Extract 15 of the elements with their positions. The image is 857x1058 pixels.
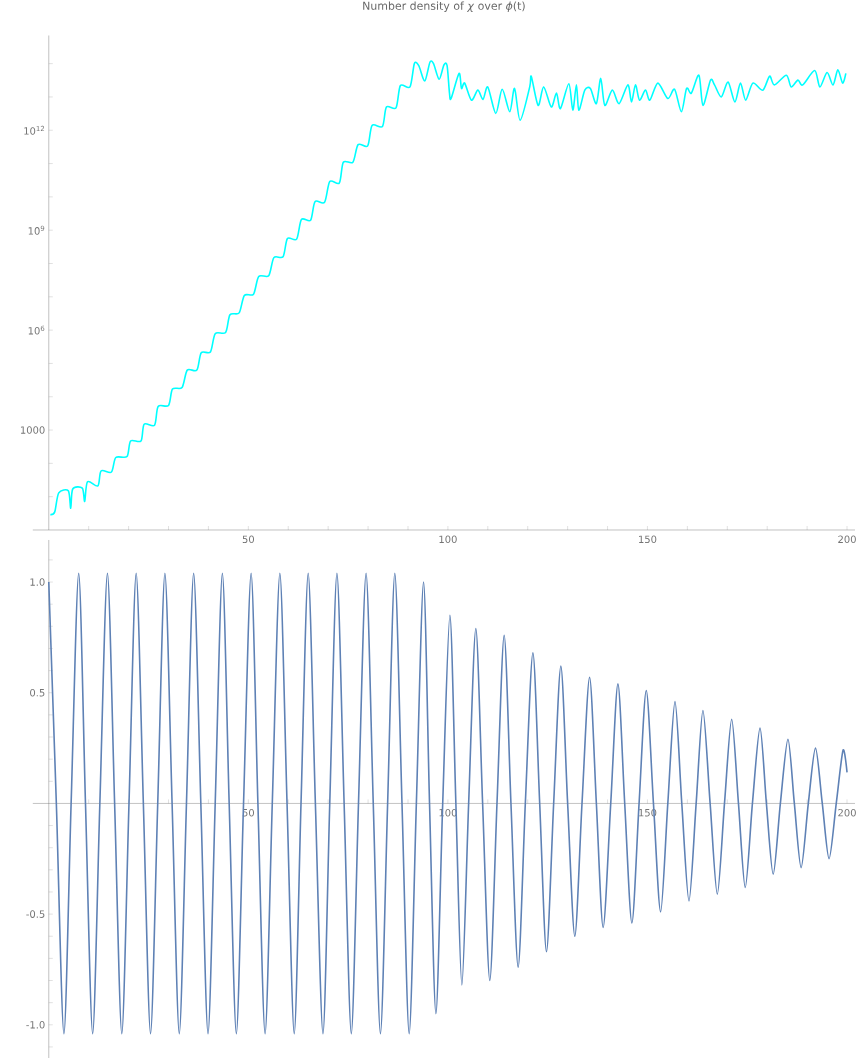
y-tick-label: -0.5 xyxy=(26,910,45,918)
y-tick-label: 1.0 xyxy=(30,578,45,586)
x-tick-label: 200 xyxy=(838,808,856,817)
y-tick-label: -1.0 xyxy=(26,1021,45,1029)
x-tick-label: 100 xyxy=(439,535,457,544)
y-tick-label: 10$^{6}$ xyxy=(28,325,45,335)
x-tick-label: 50 xyxy=(242,535,255,544)
line-series xyxy=(49,61,847,516)
chart-title: Number density of χ over ϕ(t) xyxy=(363,1,525,12)
y-tick-label: 10$^{12}$ xyxy=(24,125,45,135)
y-tick-label: 1000 xyxy=(20,426,45,434)
x-tick-label: 200 xyxy=(838,535,856,544)
x-tick-label: 150 xyxy=(639,535,657,544)
y-tick-label: 10$^{9}$ xyxy=(28,225,45,235)
y-tick-label: 0.5 xyxy=(30,688,45,697)
